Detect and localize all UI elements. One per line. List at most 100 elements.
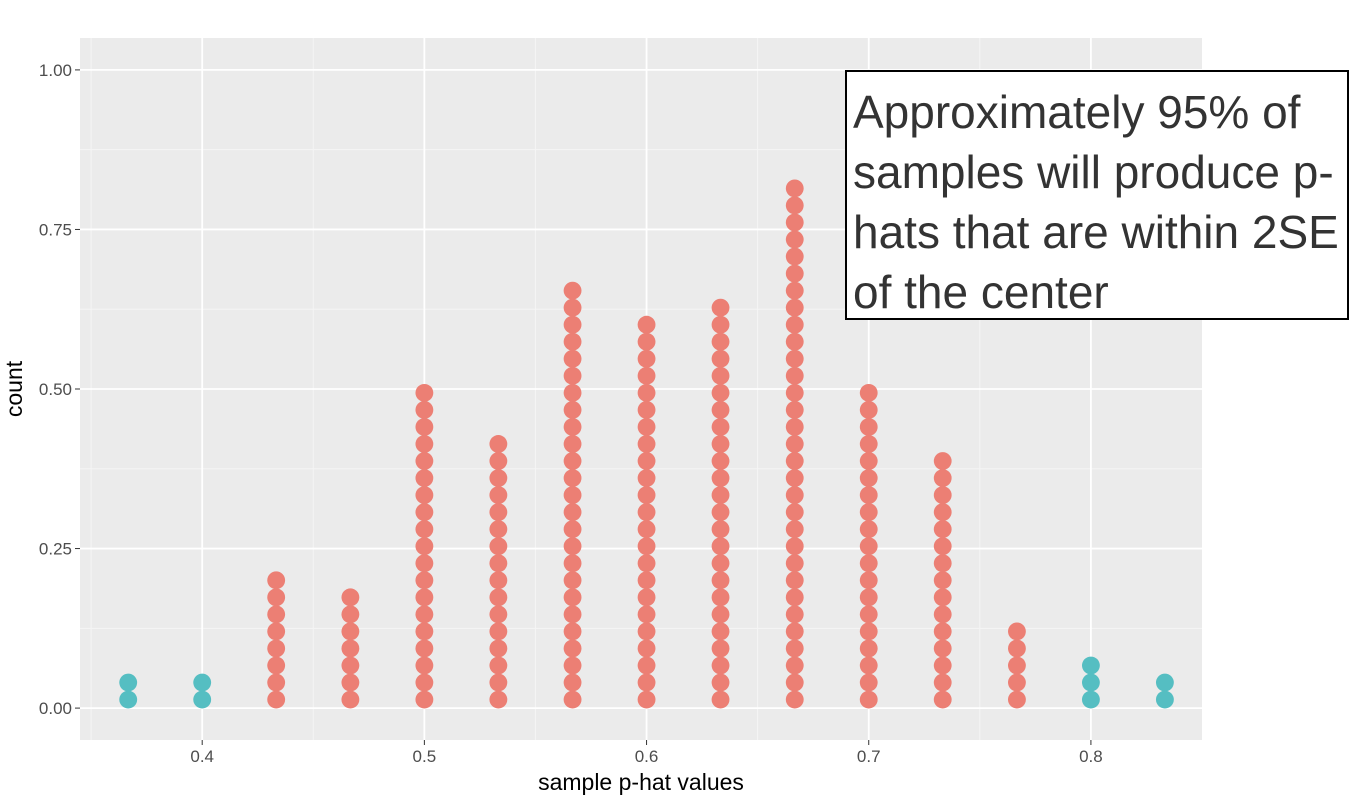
- data-point: [933, 503, 952, 522]
- data-point: [933, 656, 952, 675]
- data-point: [785, 673, 804, 692]
- data-point: [1008, 656, 1026, 675]
- data-point: [785, 656, 804, 675]
- x-tick-label: 0.7: [857, 747, 881, 766]
- y-axis-title: count: [1, 360, 27, 417]
- y-tick-label: 1.00: [39, 61, 72, 80]
- data-point: [785, 196, 804, 215]
- data-point: [489, 690, 508, 709]
- data-point: [859, 605, 878, 624]
- data-point: [785, 588, 804, 607]
- data-point: [785, 400, 804, 419]
- data-point: [1081, 690, 1100, 709]
- data-point: [711, 418, 730, 436]
- data-point: [785, 622, 804, 641]
- data-point: [267, 656, 286, 675]
- data-point: [859, 383, 878, 402]
- data-point: [563, 520, 582, 539]
- data-point: [711, 435, 730, 453]
- data-point: [415, 452, 434, 470]
- data-point: [563, 469, 582, 487]
- data-point: [859, 571, 878, 590]
- y-tick-label: 0.75: [39, 220, 72, 239]
- data-point: [785, 418, 804, 436]
- data-point: [785, 520, 804, 539]
- data-point: [193, 690, 212, 709]
- data-point: [415, 400, 434, 419]
- data-point: [341, 656, 360, 675]
- data-point: [563, 400, 582, 419]
- data-point: [1008, 690, 1026, 709]
- data-point: [415, 469, 434, 487]
- data-point: [415, 656, 434, 675]
- data-point: [415, 588, 434, 607]
- data-point: [785, 213, 804, 232]
- data-point: [859, 537, 878, 556]
- data-point: [489, 571, 508, 590]
- data-point: [489, 605, 508, 624]
- data-point: [563, 503, 582, 522]
- data-point: [563, 366, 582, 385]
- data-point: [489, 622, 508, 641]
- data-point: [1155, 690, 1174, 709]
- data-point: [711, 298, 730, 317]
- data-point: [415, 418, 434, 436]
- data-point: [785, 469, 804, 487]
- data-point: [563, 418, 582, 436]
- data-point: [711, 537, 730, 556]
- data-point: [785, 281, 804, 300]
- data-point: [563, 656, 582, 675]
- data-point: [637, 639, 656, 658]
- data-point: [341, 588, 360, 607]
- data-point: [711, 315, 730, 334]
- data-point: [563, 554, 582, 573]
- data-point: [711, 673, 730, 692]
- data-point: [415, 639, 434, 658]
- data-point: [859, 418, 878, 436]
- data-point: [415, 383, 434, 402]
- data-point: [933, 639, 952, 658]
- x-tick-label: 0.6: [635, 747, 659, 766]
- data-point: [859, 435, 878, 453]
- data-point: [785, 179, 804, 198]
- data-point: [785, 230, 804, 249]
- data-point: [711, 690, 730, 709]
- data-point: [563, 639, 582, 658]
- data-point: [563, 622, 582, 641]
- data-point: [711, 503, 730, 522]
- data-point: [489, 452, 508, 470]
- data-point: [859, 400, 878, 419]
- data-point: [933, 520, 952, 539]
- data-point: [637, 554, 656, 573]
- data-point: [563, 452, 582, 470]
- y-tick-label: 0.00: [39, 699, 72, 718]
- data-point: [637, 673, 656, 692]
- data-point: [933, 571, 952, 590]
- x-axis-title: sample p-hat values: [538, 769, 744, 795]
- data-point: [563, 537, 582, 556]
- data-point: [785, 247, 804, 266]
- data-point: [267, 622, 286, 641]
- data-point: [785, 349, 804, 368]
- data-point: [711, 571, 730, 590]
- data-point: [933, 673, 952, 692]
- data-point: [119, 673, 138, 692]
- data-point: [637, 400, 656, 419]
- data-point: [711, 588, 730, 607]
- data-point: [711, 469, 730, 487]
- data-point: [637, 332, 656, 351]
- x-tick-label: 0.5: [413, 747, 437, 766]
- data-point: [489, 520, 508, 539]
- data-point: [267, 571, 286, 590]
- data-point: [933, 537, 952, 556]
- data-point: [637, 349, 656, 368]
- data-point: [785, 383, 804, 402]
- data-point: [489, 554, 508, 573]
- data-point: [415, 520, 434, 539]
- y-tick-label: 0.25: [39, 540, 72, 559]
- data-point: [785, 503, 804, 522]
- data-point: [859, 469, 878, 487]
- data-point: [415, 554, 434, 573]
- data-point: [489, 486, 508, 505]
- data-point: [563, 281, 582, 300]
